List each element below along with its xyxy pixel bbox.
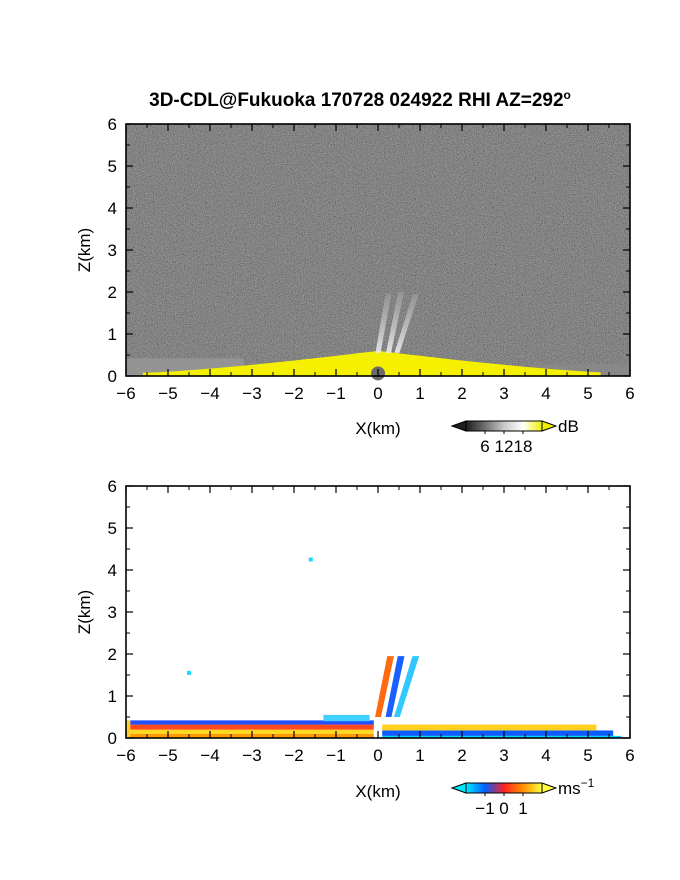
velocity-background [126,486,630,738]
snr-axis-ticks: −6 −5 −4 −3 −2 −1 0 1 2 3 4 5 6 0 1 2 3 4 5 6 [108,115,635,403]
velocity-xtick-label: −6 [116,746,135,765]
snr-xtick-label: −1 [326,384,345,403]
velocity-colorbar-tick-label: 0 [499,799,508,818]
snr-beam [375,294,392,353]
snr-xtick-label: 2 [457,384,466,403]
velocity-beam [393,656,420,717]
snr-ytick-label: 2 [108,283,117,302]
snr-xtick-label: −2 [284,384,303,403]
snr-ytick-label: 6 [108,115,117,134]
snr-colorbar: 6 12 18 dB [450,417,579,456]
velocity-xtick-label: 4 [541,746,550,765]
velocity-xlabel: X(km) [355,782,400,801]
snr-xtick-label: −6 [116,384,135,403]
velocity-beam [375,656,394,717]
chart-title: 3D-CDL@Fukuoka 170728 024922 RHI AZ=292o [149,88,571,111]
velocity-layer-band [130,724,374,730]
snr-ytick-label: 1 [108,325,117,344]
velocity-layer-band [382,735,622,738]
velocity-layer-band [126,720,131,738]
velocity-ytick-label: 0 [108,729,117,748]
velocity-colorbar-high-arrow [541,782,558,794]
velocity-ytick-label: 1 [108,687,117,706]
velocity-layer-band [382,724,597,731]
snr-xlabel: X(km) [355,419,400,438]
velocity-xtick-label: −5 [158,746,177,765]
snr-ytick-label: 3 [108,241,117,260]
snr-colorbar-tick-label: 18 [514,437,533,456]
velocity-colorbar-unit: ms−1 [558,776,595,798]
velocity-colorbar-low-arrow [450,782,467,794]
snr-xtick-label: 0 [373,384,382,403]
velocity-layer-band [130,720,374,725]
snr-xtick-label: −4 [200,384,219,403]
snr-beam [385,292,405,353]
velocity-xtick-label: 6 [625,746,634,765]
velocity-colorbar-tick-label: −1 [475,799,494,818]
snr-noise [126,124,630,376]
snr-colorbar-tick-label: 12 [495,437,514,456]
snr-features [126,292,630,381]
snr-xtick-label: 6 [625,384,634,403]
velocity-xtick-label: 3 [499,746,508,765]
velocity-colorbar-tick-label: 1 [518,799,527,818]
snr-ytick-label: 0 [108,367,117,386]
velocity-ytick-label: 5 [108,519,117,538]
velocity-isolated-pixel [308,557,313,562]
velocity-axis-ticks: −6 −5 −4 −3 −2 −1 0 1 2 3 4 5 6 0 1 2 3 4 5 6 [108,477,635,765]
velocity-xtick-label: 0 [373,746,382,765]
snr-xtick-label: 5 [583,384,592,403]
velocity-xtick-label: 5 [583,746,592,765]
velocity-xtick-label: −4 [200,746,219,765]
snr-surface-layer [142,350,601,376]
velocity-xtick-label: −2 [284,746,303,765]
snr-ytick-label: 4 [108,199,117,218]
velocity-xtick-label: 1 [415,746,424,765]
snr-colorbar-tick-label: 6 [480,437,489,456]
velocity-xtick-label: 2 [457,746,466,765]
snr-colorbar-low-arrow [450,420,467,432]
snr-colorbar-unit: dB [558,417,579,436]
velocity-ytick-label: 2 [108,645,117,664]
velocity-xtick-label: −1 [326,746,345,765]
velocity-isolated-pixel [187,670,191,675]
velocity-xtick-label: −3 [242,746,261,765]
snr-xtick-label: 3 [499,384,508,403]
snr-xtick-label: −3 [242,384,261,403]
velocity-ytick-label: 4 [108,561,117,580]
velocity-beam [385,656,405,717]
velocity-layer-band [382,730,614,736]
snr-edge-band-right [529,364,630,376]
velocity-ylabel: Z(km) [75,590,94,634]
snr-xtick-label: 1 [415,384,424,403]
velocity-colorbar-bar [465,782,543,794]
snr-ylabel: Z(km) [75,228,94,272]
snr-beam [394,294,419,353]
velocity-colorbar: −1 0 1 ms−1 [450,776,595,818]
velocity-ytick-label: 6 [108,477,117,496]
snr-colorbar-bar [465,420,543,432]
snr-ytick-label: 5 [108,157,117,176]
snr-xtick-label: −5 [158,384,177,403]
velocity-layer-band [323,714,370,722]
snr-colorbar-high-arrow [541,420,558,432]
velocity-ytick-label: 3 [108,603,117,622]
snr-xtick-label: 4 [541,384,550,403]
